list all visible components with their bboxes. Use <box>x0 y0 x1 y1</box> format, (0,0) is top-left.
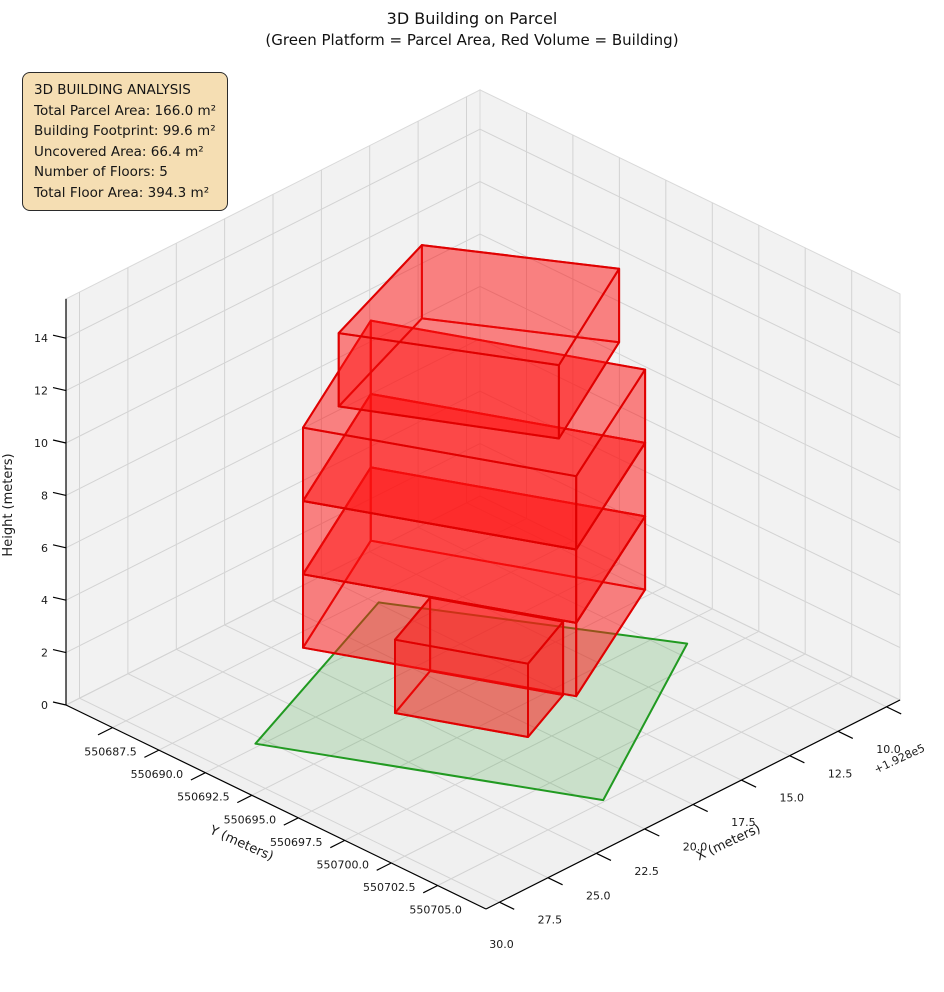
svg-text:8: 8 <box>41 489 48 502</box>
chart-subtitle: (Green Platform = Parcel Area, Red Volum… <box>265 30 679 49</box>
svg-text:25.0: 25.0 <box>586 889 611 902</box>
svg-text:550697.5: 550697.5 <box>270 836 323 849</box>
svg-text:550687.5: 550687.5 <box>84 746 137 759</box>
svg-text:550705.0: 550705.0 <box>409 904 462 917</box>
infobox-line: Total Parcel Area: 166.0 m² <box>34 102 217 119</box>
svg-text:550702.5: 550702.5 <box>363 881 416 894</box>
svg-text:14: 14 <box>34 332 48 345</box>
infobox-line: Building Footprint: 99.6 m² <box>34 123 216 139</box>
svg-text:27.5: 27.5 <box>538 914 563 927</box>
svg-text:30.0: 30.0 <box>489 938 514 951</box>
svg-text:550690.0: 550690.0 <box>131 768 184 781</box>
svg-text:15.0: 15.0 <box>779 792 804 805</box>
svg-text:17.5: 17.5 <box>731 816 756 829</box>
svg-text:6: 6 <box>41 542 48 555</box>
chart-title: 3D Building on Parcel <box>386 9 558 28</box>
svg-text:0: 0 <box>41 699 48 712</box>
svg-text:Height (meters): Height (meters) <box>1 453 16 556</box>
infobox-line: Number of Floors: 5 <box>34 164 168 180</box>
svg-text:12.5: 12.5 <box>828 767 853 780</box>
svg-text:Y (meters): Y (meters) <box>206 823 275 865</box>
chart-title-block: 3D Building on Parcel (Green Platform = … <box>0 8 944 50</box>
infobox-line: 3D BUILDING ANALYSIS <box>34 82 191 98</box>
svg-text:12: 12 <box>34 385 48 398</box>
svg-text:550692.5: 550692.5 <box>177 791 230 804</box>
svg-text:4: 4 <box>41 594 48 607</box>
svg-text:550700.0: 550700.0 <box>317 858 370 871</box>
svg-text:550695.0: 550695.0 <box>224 813 277 826</box>
infobox-line: Uncovered Area: 66.4 m² <box>34 143 204 160</box>
svg-text:10: 10 <box>34 437 48 450</box>
svg-text:22.5: 22.5 <box>634 865 659 878</box>
svg-text:10.0: 10.0 <box>876 743 901 756</box>
svg-text:2: 2 <box>41 647 48 660</box>
svg-text:20.0: 20.0 <box>683 841 708 854</box>
infobox-line: Total Floor Area: 394.3 m² <box>34 184 210 201</box>
building-analysis-infobox: 3D BUILDING ANALYSIS Total Parcel Area: … <box>22 72 229 211</box>
